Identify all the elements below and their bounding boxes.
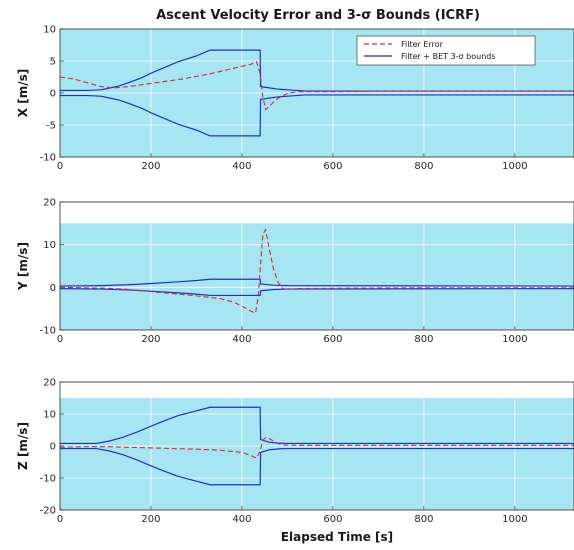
x-x-tick-label: 200 <box>141 161 160 172</box>
z-x-tick-label: 1000 <box>502 514 527 525</box>
x-y-tick-label: -10 <box>40 153 56 164</box>
z-y-axis-label: Z [m/s] <box>16 422 30 470</box>
z-y-tick-label: 0 <box>50 442 56 453</box>
y-upper-bound-line <box>59 278 574 287</box>
y-y-tick-label: 20 <box>43 198 56 209</box>
y-x-tick-label: 0 <box>57 334 63 345</box>
y-x-tick-label: 600 <box>323 334 342 345</box>
x-y-tick-label: 10 <box>43 25 56 36</box>
z-axes-box <box>59 381 574 511</box>
y-y-tick-label: 0 <box>50 283 56 294</box>
z-y-tick-label: 20 <box>43 378 56 389</box>
x-x-tick-label: 1000 <box>502 161 527 172</box>
x-y-tick-label: 5 <box>50 57 56 68</box>
y-y-axis-label: Y [m/s] <box>16 242 30 291</box>
legend: Filter Error Filter + BET 3-σ bounds <box>356 35 536 66</box>
z-x-tick-label: 800 <box>414 514 433 525</box>
x-lower-bound-line <box>60 94 574 137</box>
y-x-tick-label: 200 <box>141 334 160 345</box>
z-velocity-panel: 0 200 400 600 800 1000 -20 -10 0 10 20 Z [m/s] <box>16 378 574 525</box>
z-lower-bound-line <box>60 447 574 486</box>
chart-title: Ascent Velocity Error and 3-σ Bounds (IC… <box>156 8 480 23</box>
z-x-tick-label: 400 <box>232 514 251 525</box>
legend-error-label: Filter Error <box>401 40 444 49</box>
x-x-tick-label: 0 <box>57 161 63 172</box>
x-axes-box <box>59 28 574 158</box>
x-x-tick-label: 600 <box>323 161 342 172</box>
y-lower-bound-line <box>59 288 574 297</box>
y-axes-box <box>59 201 574 331</box>
z-x-tick-label: 0 <box>57 514 63 525</box>
legend-box <box>356 35 536 66</box>
z-plot-background <box>60 398 574 510</box>
y-y-tick-label: -10 <box>40 326 56 337</box>
z-x-tick-label: 600 <box>323 514 342 525</box>
y-plot-background <box>60 223 574 330</box>
y-x-tick-label: 1000 <box>502 334 527 345</box>
z-filter-error-line <box>59 437 574 459</box>
x-x-tick-label: 800 <box>414 161 433 172</box>
x-x-tick-label: 400 <box>232 161 251 172</box>
x-y-axis-label: X [m/s] <box>16 69 30 117</box>
legend-bounds-label: Filter + BET 3-σ bounds <box>401 52 496 61</box>
z-y-tick-label: -10 <box>40 474 56 485</box>
x-axis-label: Elapsed Time [s] <box>281 530 393 544</box>
y-x-tick-label: 400 <box>232 334 251 345</box>
y-x-tick-label: 800 <box>414 334 433 345</box>
z-upper-bound-line <box>60 406 574 445</box>
z-y-tick-label: 10 <box>43 410 56 421</box>
z-x-tick-label: 200 <box>141 514 160 525</box>
x-y-tick-label: 0 <box>50 89 56 100</box>
z-y-tick-label: -20 <box>40 506 56 517</box>
y-filter-error-line <box>59 228 574 314</box>
x-y-tick-label: -5 <box>46 121 56 132</box>
y-y-tick-label: 10 <box>43 240 56 251</box>
